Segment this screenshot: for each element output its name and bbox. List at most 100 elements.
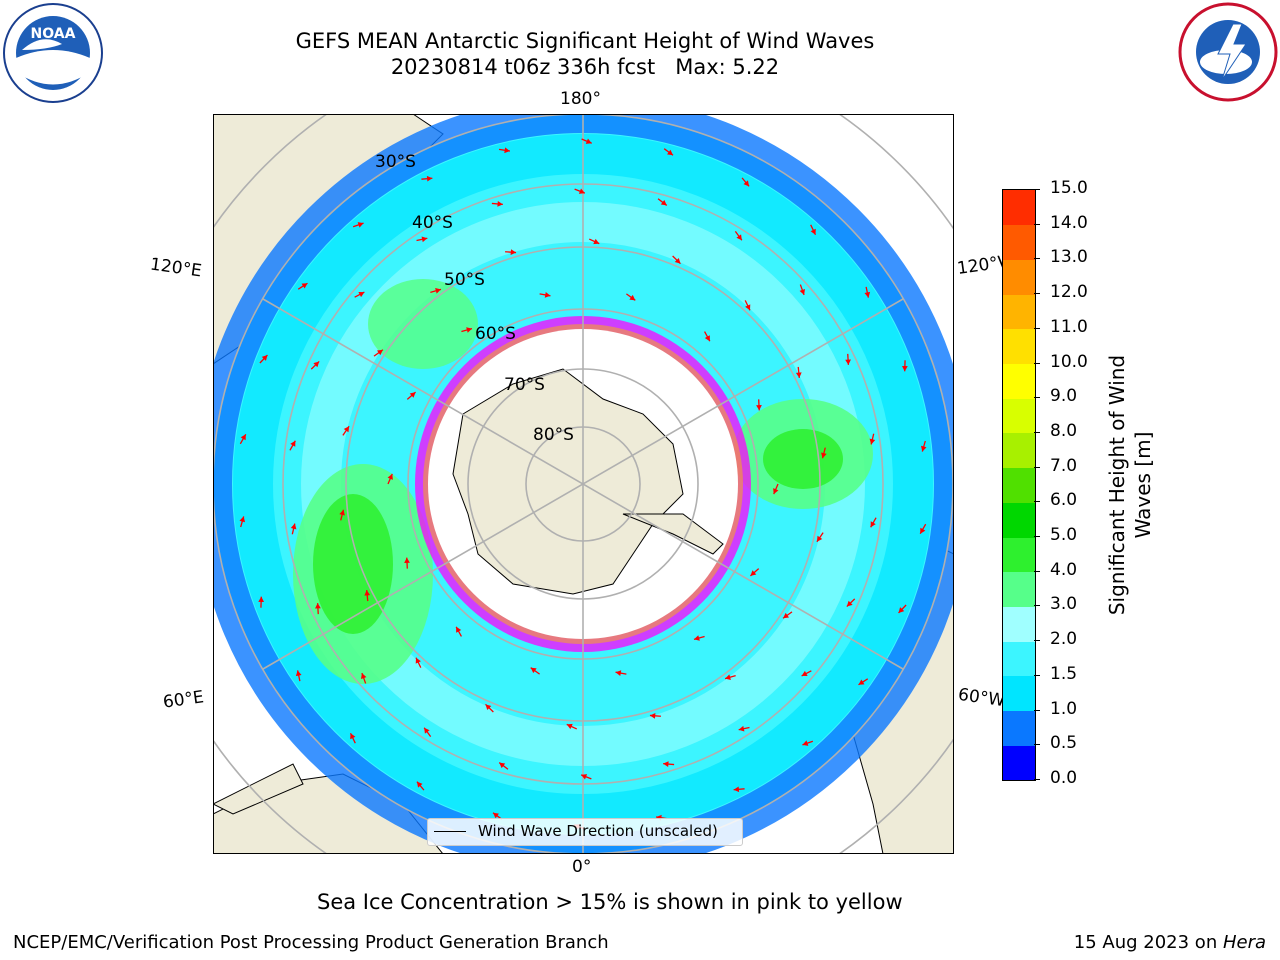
wave-direction-arrowhead — [738, 725, 745, 732]
colorbar-ticks: 0.0 0.5 1.0 1.5 2.0 3.0 4.0 5.0 6.0 7.0 8.0 9.0 10.0… — [1034, 178, 1096, 788]
wave-direction-arrowhead — [869, 438, 876, 445]
colorbar-segment — [1003, 398, 1035, 434]
colorbar-tick-mark — [1034, 397, 1040, 399]
wave-direction-arrowhead — [736, 234, 742, 241]
colorbar-tick-mark — [1034, 674, 1040, 676]
noaa-logo-icon: NOAA — [2, 2, 104, 104]
colorbar-tick-label: 0.5 — [1050, 733, 1078, 754]
colorbar-tick-mark — [1034, 466, 1040, 468]
wave-direction-arrowhead — [290, 523, 297, 530]
wave-direction-arrowhead — [799, 288, 806, 295]
wave-direction-arrowhead — [593, 238, 600, 245]
wave-direction-arrowhead — [421, 236, 428, 243]
wave-direction-arrowhead — [674, 257, 681, 264]
chart-title: GEFS MEAN Antarctic Significant Height o… — [295, 29, 875, 53]
colorbar-tick-mark — [1034, 570, 1040, 572]
lat-label-50s: 50°S — [444, 270, 485, 290]
wave-direction-arrowhead — [485, 704, 492, 711]
wave-direction-arrowhead — [240, 434, 246, 441]
wave-direction-arrowhead — [864, 291, 871, 298]
wave-direction-arrowhead — [499, 762, 506, 769]
lat-label-70s: 70°S — [504, 375, 545, 395]
wave-direction-arrowhead — [902, 365, 908, 372]
colorbar-tick-label: 2.0 — [1050, 629, 1078, 650]
lat-label-30s: 30°S — [375, 152, 416, 172]
wave-direction-arrowhead — [313, 361, 320, 368]
wave-direction-arrowhead — [585, 138, 592, 144]
lon-label-120e: 120°E — [148, 254, 203, 282]
colorbar-segment — [1003, 190, 1035, 226]
colorbar-tick-mark — [1034, 327, 1040, 329]
lon-label-60w: 60°W — [956, 684, 1007, 712]
lon-label-180: 180° — [560, 89, 601, 109]
colorbar-tick-label: 12.0 — [1050, 282, 1088, 303]
colorbar-segment — [1003, 606, 1035, 642]
colorbar-tick-mark — [1034, 431, 1040, 433]
colorbar-segment — [1003, 675, 1035, 712]
colorbar-tick-mark — [1034, 779, 1040, 780]
colorbar-segment — [1003, 432, 1035, 469]
colorbar-tick-label: 8.0 — [1050, 420, 1078, 441]
colorbar-tick-mark — [1034, 189, 1040, 190]
wave-direction-arrowhead — [858, 679, 865, 685]
legend-line-icon — [434, 831, 466, 832]
colorbar-tick-label: 13.0 — [1050, 247, 1088, 268]
wave-patch-west-core — [313, 494, 393, 634]
colorbar-tick-mark — [1034, 744, 1040, 746]
wave-direction-arrowhead — [821, 452, 827, 459]
wave-direction-arrowhead — [704, 335, 710, 342]
map-legend: Wind Wave Direction (unscaled) — [427, 818, 743, 846]
colorbar-segment — [1003, 571, 1035, 607]
colorbar-segment — [1003, 641, 1035, 677]
colorbar-tick-mark — [1034, 640, 1040, 642]
wave-direction-arrowhead — [510, 249, 517, 256]
wave-direction-arrowhead — [629, 294, 636, 301]
colorbar-tick-mark — [1034, 605, 1040, 607]
wave-direction-arrowhead — [424, 727, 430, 734]
wave-direction-arrowhead — [376, 349, 383, 356]
colorbar-segment — [1003, 224, 1035, 260]
colorbar-tick-mark — [1034, 362, 1040, 364]
wave-direction-arrowhead — [745, 304, 751, 311]
land-madagascar — [213, 763, 304, 815]
colorbar-tick-label: 10.0 — [1050, 351, 1088, 372]
wave-direction-arrowhead — [750, 570, 757, 576]
wave-direction-arrowhead — [492, 812, 499, 819]
wave-direction-arrowhead — [504, 147, 510, 154]
colorbar-segment — [1003, 467, 1035, 503]
sea-ice-note: Sea Ice Concentration > 15% is shown in … — [317, 890, 903, 914]
wave-direction-arrowhead — [578, 188, 585, 194]
colorbar-tick-label: 9.0 — [1050, 386, 1078, 407]
wave-direction-arrowhead — [456, 626, 462, 633]
wave-direction-arrowhead — [466, 327, 473, 333]
wave-direction-arrowhead — [258, 596, 264, 603]
wave-direction-arrowhead — [350, 733, 356, 740]
wave-direction-arrowhead — [358, 292, 365, 298]
colorbar-tick-label: 4.0 — [1050, 559, 1078, 580]
colorbar-tick-label: 14.0 — [1050, 212, 1088, 233]
wave-direction-arrowhead — [301, 283, 308, 289]
wave-direction-arrowhead — [733, 786, 740, 793]
wave-direction-arrowhead — [649, 712, 656, 719]
colorbar-segment — [1003, 745, 1035, 781]
colorbar-tick-mark — [1034, 293, 1040, 295]
wave-direction-arrowhead — [783, 612, 790, 619]
wave-direction-arrowhead — [530, 667, 537, 674]
map-frame — [213, 114, 954, 854]
colorbar-tick-label: 11.0 — [1050, 316, 1088, 337]
wave-direction-arrowhead — [404, 557, 410, 564]
colorbar-tick-mark — [1034, 536, 1040, 538]
lon-label-0: 0° — [572, 857, 592, 877]
chart-subtitle: 20230814 t06z 336h fcst Max: 5.22 — [390, 55, 780, 79]
wave-direction-arrowhead — [360, 673, 367, 680]
colorbar-tick-mark — [1034, 223, 1040, 225]
wave-direction-arrowhead — [802, 740, 809, 746]
wave-direction-arrowhead — [693, 635, 700, 641]
wave-direction-arrowhead — [339, 509, 345, 516]
wave-direction-arrowhead — [725, 674, 731, 680]
footer-right: 15 Aug 2023 on Hera — [1074, 932, 1266, 953]
wave-direction-arrowhead — [435, 288, 441, 294]
colorbar-segment — [1003, 328, 1035, 365]
wave-direction-arrowhead — [497, 201, 503, 207]
colorbar-tick-mark — [1034, 501, 1040, 503]
